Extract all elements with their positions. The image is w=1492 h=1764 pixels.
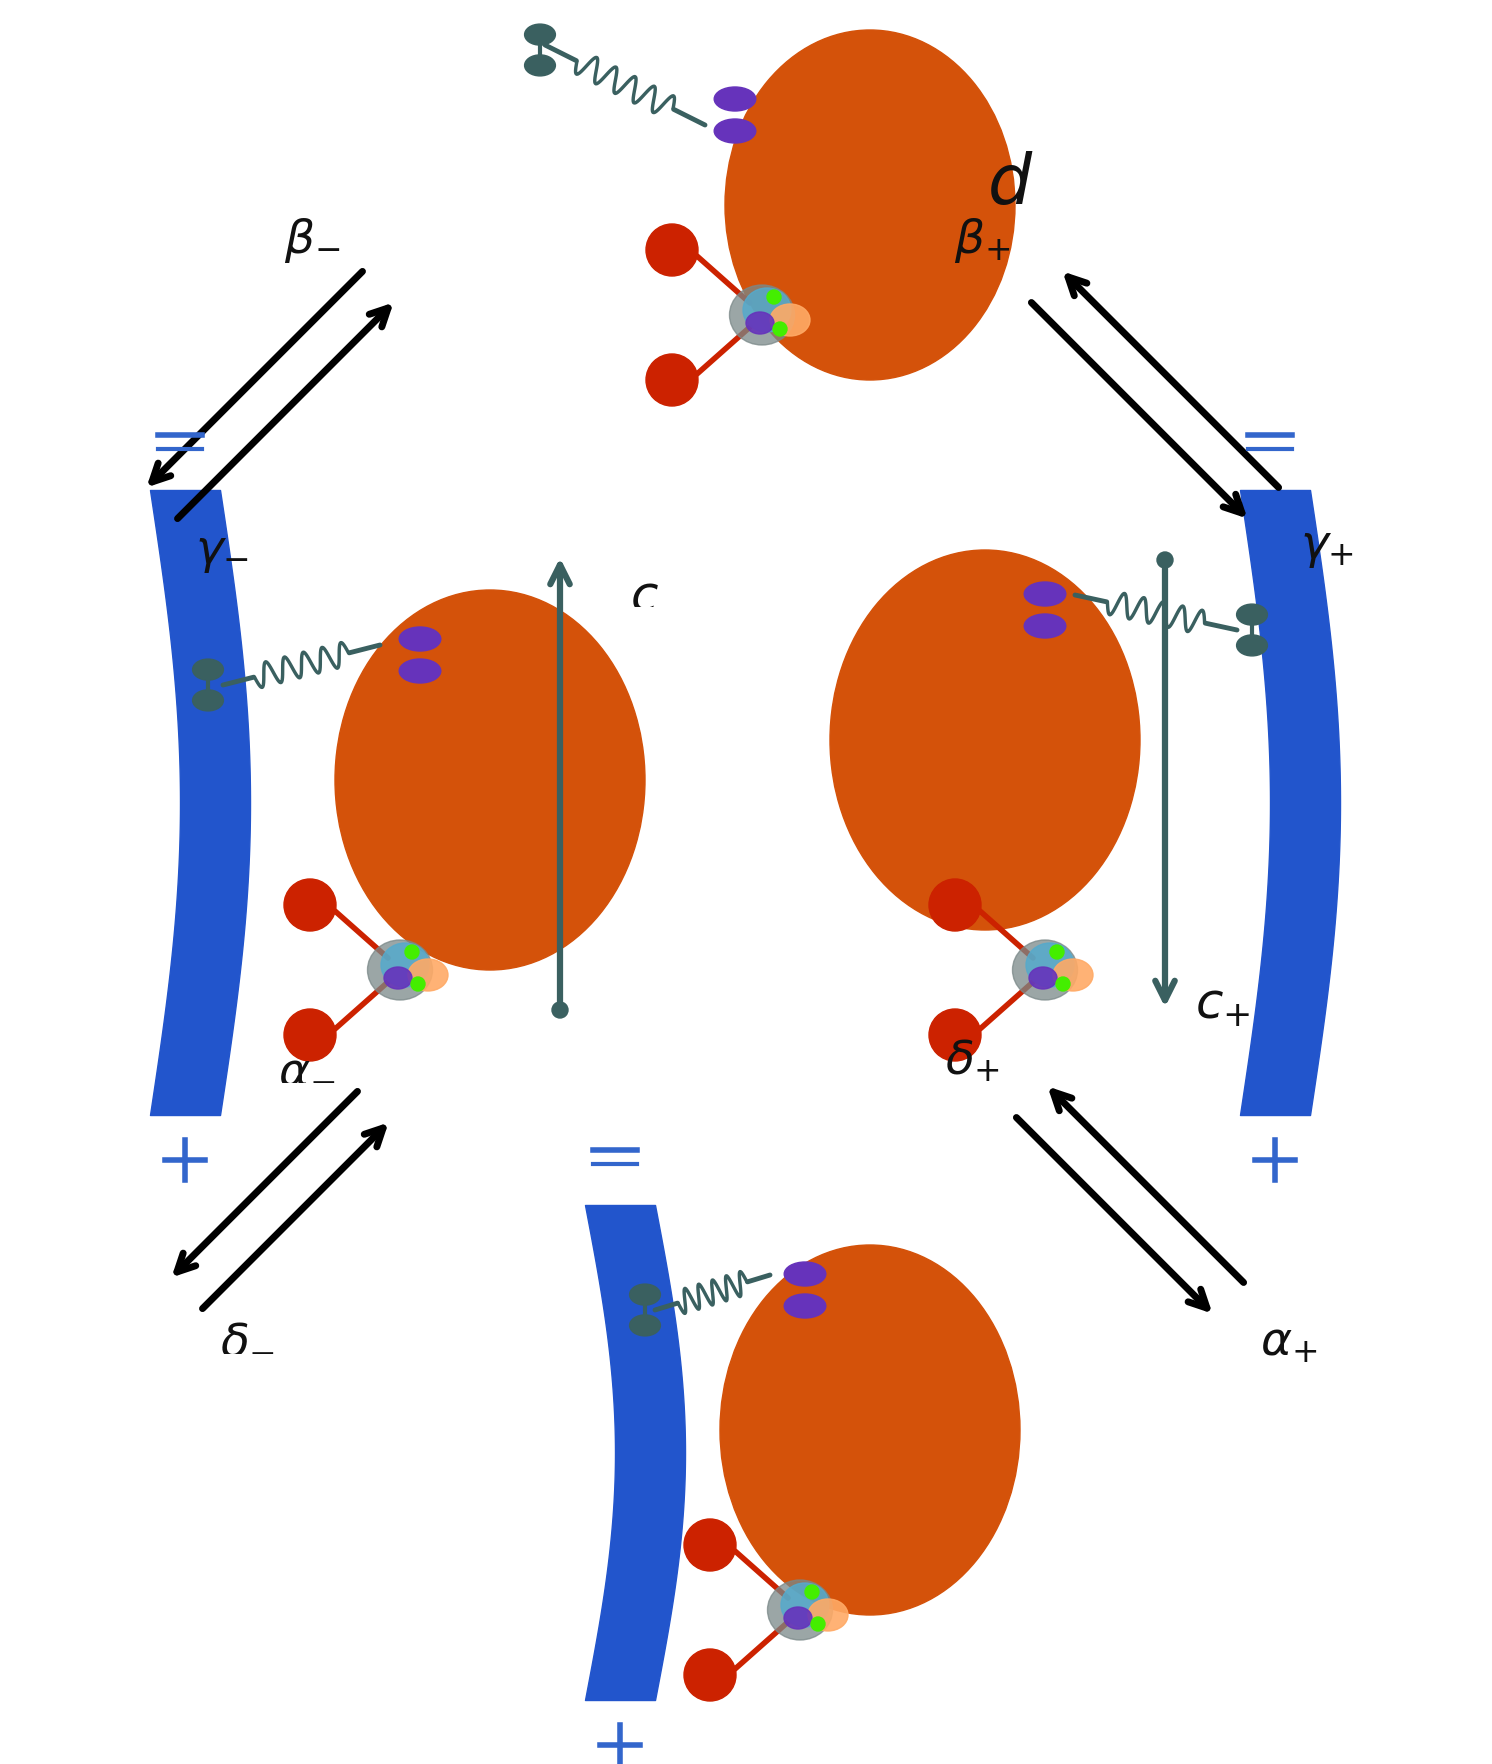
Ellipse shape	[1156, 552, 1173, 568]
Text: $\alpha_{+}$: $\alpha_{+}$	[1261, 1319, 1317, 1365]
Ellipse shape	[1013, 940, 1077, 1000]
Ellipse shape	[380, 944, 430, 988]
Ellipse shape	[404, 946, 419, 960]
Ellipse shape	[725, 30, 1015, 379]
Ellipse shape	[1056, 977, 1070, 991]
Ellipse shape	[407, 960, 448, 991]
Text: $\beta_{-}$: $\beta_{-}$	[283, 215, 340, 265]
Ellipse shape	[400, 660, 440, 683]
Ellipse shape	[646, 224, 698, 275]
Ellipse shape	[715, 86, 756, 111]
Ellipse shape	[773, 323, 786, 335]
Ellipse shape	[812, 1618, 825, 1632]
Ellipse shape	[525, 25, 555, 46]
Ellipse shape	[721, 1245, 1021, 1616]
Ellipse shape	[780, 1582, 830, 1626]
Ellipse shape	[552, 1002, 568, 1018]
Ellipse shape	[630, 1284, 661, 1305]
Ellipse shape	[746, 312, 774, 333]
Ellipse shape	[525, 55, 555, 76]
Ellipse shape	[1024, 582, 1065, 607]
Ellipse shape	[783, 1607, 812, 1628]
Ellipse shape	[630, 1314, 661, 1335]
Ellipse shape	[646, 355, 698, 406]
Ellipse shape	[806, 1586, 819, 1598]
Ellipse shape	[336, 589, 645, 970]
Ellipse shape	[1050, 946, 1064, 960]
Ellipse shape	[743, 288, 791, 332]
Ellipse shape	[767, 1581, 833, 1641]
Ellipse shape	[1024, 614, 1065, 639]
Ellipse shape	[930, 1009, 982, 1060]
Ellipse shape	[367, 940, 433, 1000]
Text: $c_{+}$: $c_{+}$	[1195, 981, 1250, 1030]
Ellipse shape	[192, 690, 224, 711]
Ellipse shape	[283, 1009, 336, 1060]
Ellipse shape	[410, 977, 425, 991]
Text: $\alpha_{-}$: $\alpha_{-}$	[278, 1044, 336, 1090]
Text: $d$: $d$	[986, 152, 1034, 219]
Ellipse shape	[1029, 967, 1056, 990]
Ellipse shape	[767, 289, 780, 303]
Ellipse shape	[770, 303, 810, 335]
Ellipse shape	[683, 1649, 736, 1700]
Text: $c_{-}$: $c_{-}$	[630, 564, 685, 614]
Text: $\gamma_{-}$: $\gamma_{-}$	[195, 529, 249, 575]
Text: $\gamma_{+}$: $\gamma_{+}$	[1300, 526, 1355, 570]
Ellipse shape	[830, 550, 1140, 930]
Ellipse shape	[383, 967, 412, 990]
Ellipse shape	[785, 1261, 825, 1286]
Ellipse shape	[1237, 603, 1267, 624]
Ellipse shape	[683, 1519, 736, 1572]
Ellipse shape	[192, 660, 224, 681]
Ellipse shape	[1053, 960, 1094, 991]
Ellipse shape	[785, 1295, 825, 1318]
Ellipse shape	[930, 878, 982, 931]
Ellipse shape	[809, 1598, 847, 1632]
Text: $\beta_{+}$: $\beta_{+}$	[953, 215, 1010, 265]
Text: $\delta_{-}$: $\delta_{-}$	[219, 1314, 275, 1360]
Ellipse shape	[730, 286, 795, 346]
Ellipse shape	[283, 878, 336, 931]
Ellipse shape	[1026, 944, 1074, 988]
Text: $\delta_{+}$: $\delta_{+}$	[944, 1039, 1000, 1085]
Ellipse shape	[1237, 635, 1267, 656]
Ellipse shape	[715, 118, 756, 143]
Ellipse shape	[400, 626, 440, 651]
